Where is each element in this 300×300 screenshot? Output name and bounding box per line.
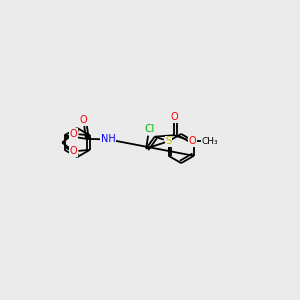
Text: O: O — [170, 112, 178, 122]
Text: O: O — [188, 136, 196, 146]
Text: Cl: Cl — [144, 124, 154, 134]
Text: O: O — [80, 116, 87, 125]
Text: CH₃: CH₃ — [201, 137, 218, 146]
Text: O: O — [70, 146, 77, 156]
Text: S: S — [166, 136, 172, 146]
Text: NH: NH — [101, 134, 116, 144]
Text: O: O — [70, 129, 77, 139]
